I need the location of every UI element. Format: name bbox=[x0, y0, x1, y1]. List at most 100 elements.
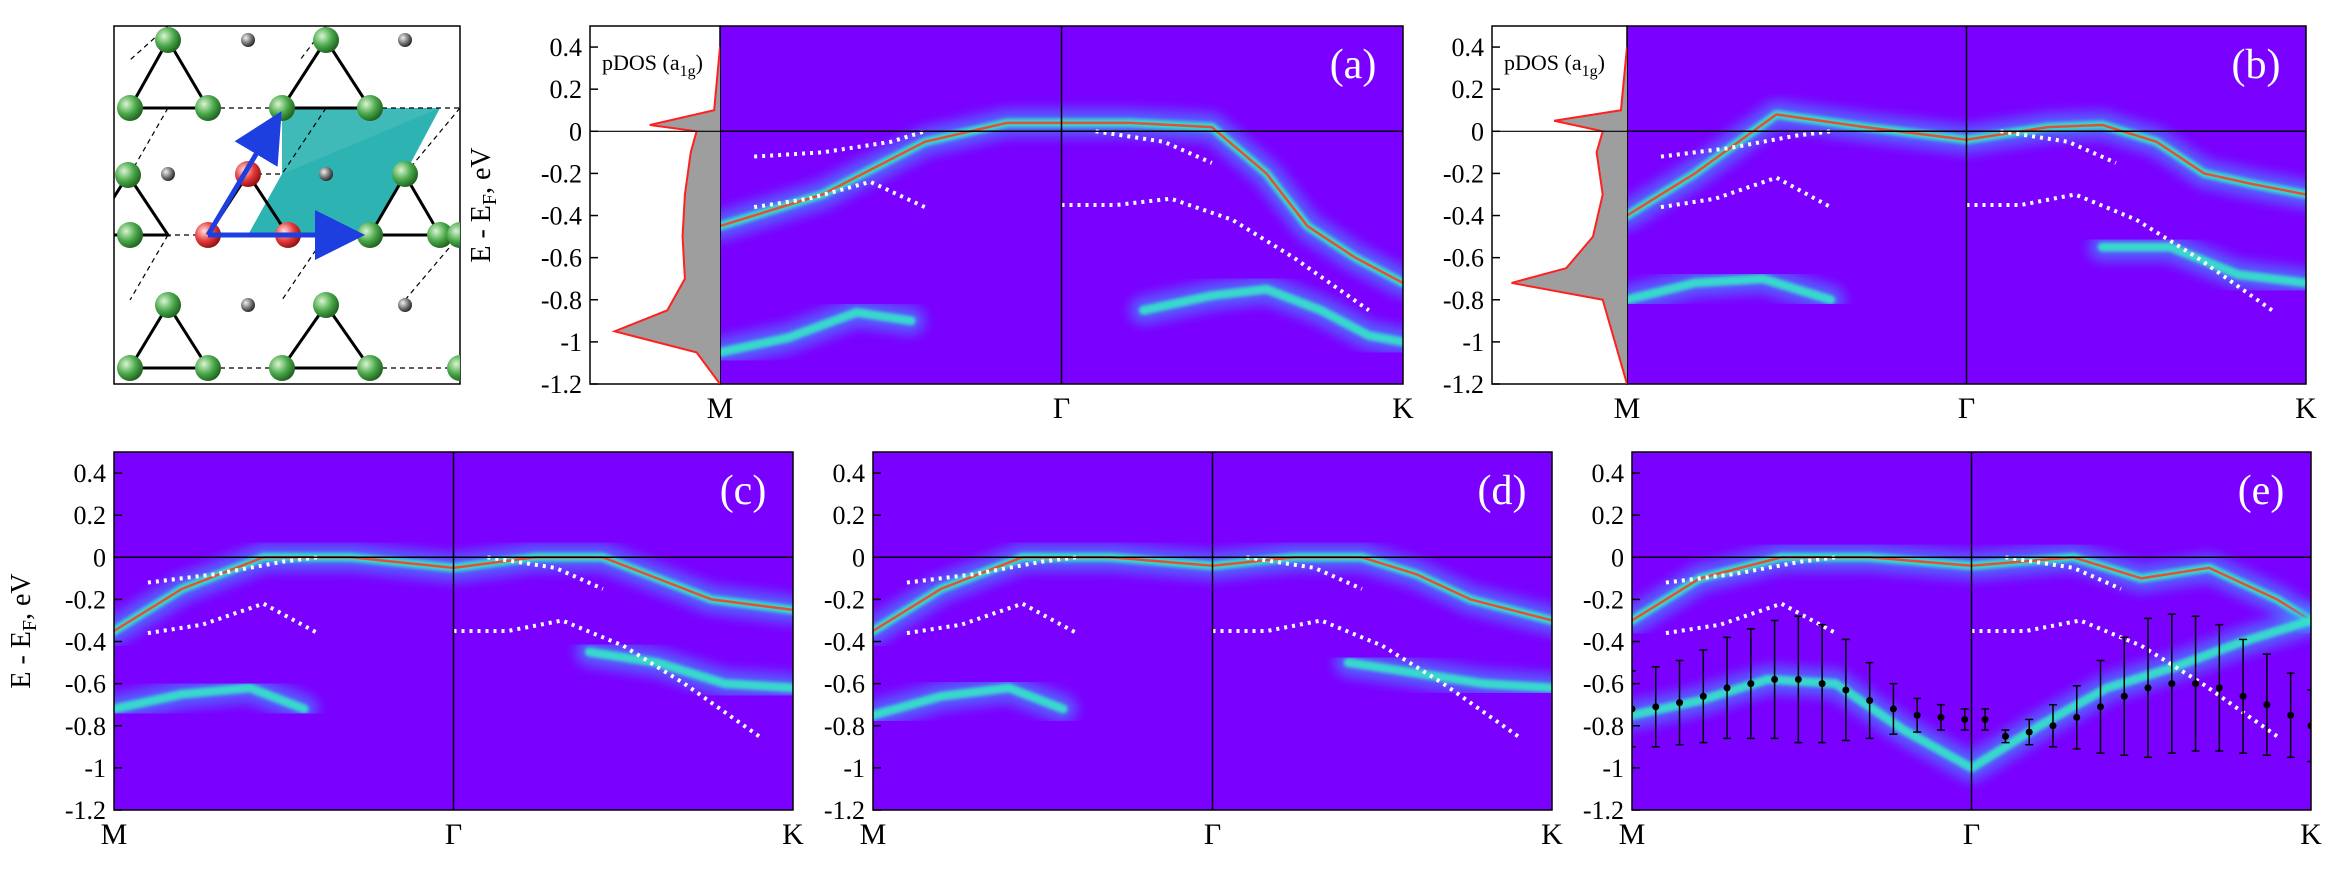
lattice-atom-green bbox=[269, 95, 295, 121]
error-point bbox=[2287, 711, 2295, 719]
error-point bbox=[1889, 705, 1897, 713]
y-tick-label: -0.4 bbox=[541, 202, 582, 231]
spectral-band bbox=[2097, 242, 2306, 288]
lattice-atom-gray bbox=[161, 167, 175, 181]
y-tick-label: 0.2 bbox=[833, 501, 866, 530]
band-panel-d: 0.4 0.2 0 -0.2 -0.4 -0.6 -0.8 -1 -1.2M Γ K (d) bbox=[824, 451, 1563, 851]
error-point bbox=[2049, 722, 2057, 730]
error-point bbox=[2168, 680, 2176, 688]
pdos-fill bbox=[614, 47, 720, 384]
y-tick-label: -0.2 bbox=[541, 159, 582, 188]
error-point bbox=[1818, 680, 1826, 688]
y-tick-label: 0.2 bbox=[74, 501, 107, 530]
spectral-band bbox=[584, 647, 793, 693]
error-point bbox=[2144, 684, 2152, 692]
error-point bbox=[2192, 680, 2200, 688]
spectral-band bbox=[873, 683, 1068, 720]
spectral-band bbox=[1343, 658, 1552, 693]
error-point bbox=[2073, 713, 2081, 721]
lattice-atom-gray bbox=[241, 33, 255, 47]
y-tick-label: -0.8 bbox=[1583, 712, 1624, 741]
band-panel-c: 0.4 0.2 0 -0.2 -0.4 -0.6 -0.8 -1 -1.2M Γ K (c) E - E… bbox=[6, 451, 804, 851]
y-tick-label: -1.2 bbox=[65, 796, 106, 825]
error-point bbox=[2097, 703, 2105, 711]
lattice-atom-green bbox=[357, 222, 383, 248]
y-tick-label: -1.2 bbox=[541, 370, 582, 399]
k-point-label: M bbox=[1619, 818, 1646, 851]
error-point bbox=[2307, 722, 2311, 730]
y-tick-label: -1 bbox=[560, 328, 582, 357]
k-point-label: Γ bbox=[1958, 392, 1975, 425]
error-point bbox=[2120, 692, 2128, 700]
y-tick-label: -0.6 bbox=[541, 244, 582, 273]
y-tick-label: -0.8 bbox=[824, 712, 865, 741]
lattice-atom-gray bbox=[319, 167, 333, 181]
y-tick-label: 0 bbox=[1471, 117, 1484, 146]
error-point bbox=[1632, 705, 1636, 713]
panel-label: (b) bbox=[2232, 42, 2281, 88]
k-point-label: M bbox=[1614, 392, 1641, 425]
y-tick-label: 0.4 bbox=[833, 459, 866, 488]
lattice-atom-green bbox=[115, 162, 141, 188]
y-tick-label: -0.4 bbox=[1443, 202, 1484, 231]
band-panel-a: pDOS (a1g) 0.4 0.2 0 -0.2 -0.4 -0.6 -0.8 -1 -1.2 M… bbox=[466, 25, 1414, 425]
lattice-atom-gray bbox=[241, 298, 255, 312]
panel-label: (e) bbox=[2238, 468, 2285, 514]
y-axis-label: E - EF, eV bbox=[6, 573, 41, 688]
panel-frame bbox=[113, 451, 794, 811]
band-panel-b: pDOS (a1g) 0.4 0.2 0 -0.2 -0.4 -0.6 -0.8 -1 -1.2 M… bbox=[1443, 25, 2317, 425]
error-point bbox=[2263, 701, 2271, 709]
y-tick-label: -1 bbox=[1602, 754, 1624, 783]
spectral-band bbox=[1627, 274, 1836, 305]
error-point bbox=[2001, 732, 2009, 740]
error-point bbox=[1913, 711, 1921, 719]
pdos-curve bbox=[1511, 46, 1627, 384]
lattice-atom-green bbox=[427, 222, 453, 248]
error-point bbox=[2025, 728, 2033, 736]
k-point-label: Γ bbox=[1963, 818, 1980, 851]
pdos-label: pDOS (a1g) bbox=[1504, 50, 1605, 80]
spectral-band bbox=[720, 307, 916, 357]
lattice-atom-green bbox=[117, 222, 143, 248]
panel-label: (d) bbox=[1478, 468, 1527, 514]
lattice-structure-inset bbox=[113, 25, 461, 385]
lattice-atom-green bbox=[313, 292, 339, 318]
y-tick-label: 0.4 bbox=[1592, 459, 1625, 488]
y-tick-label: -1.2 bbox=[824, 796, 865, 825]
y-tick-label: 0 bbox=[852, 543, 865, 572]
k-point-label: K bbox=[782, 818, 804, 851]
y-tick-label: 0.2 bbox=[550, 75, 583, 104]
panel-frame bbox=[1631, 451, 2312, 811]
y-tick-label: -0.2 bbox=[1443, 159, 1484, 188]
k-point-label: M bbox=[860, 818, 887, 851]
y-tick-label: -0.8 bbox=[1443, 286, 1484, 315]
spectral-band bbox=[114, 683, 309, 714]
lattice-atom-green bbox=[269, 355, 295, 381]
error-point bbox=[1652, 703, 1660, 711]
y-tick-label: -1 bbox=[84, 754, 106, 783]
panel-label: (c) bbox=[720, 468, 767, 514]
error-point bbox=[1794, 675, 1802, 683]
y-tick-label: -0.2 bbox=[1583, 585, 1624, 614]
y-tick-label: -0.6 bbox=[65, 670, 106, 699]
y-tick-label: 0.2 bbox=[1592, 501, 1625, 530]
dft-dotted-series bbox=[754, 129, 926, 159]
lattice-atom-green bbox=[313, 27, 339, 53]
k-point-label: K bbox=[2300, 818, 2322, 851]
lattice-atom-green bbox=[155, 292, 181, 318]
k-point-label: Γ bbox=[445, 818, 462, 851]
error-point bbox=[1771, 675, 1779, 683]
dft-dotted-series bbox=[147, 555, 318, 585]
y-tick-label: -1 bbox=[843, 754, 865, 783]
error-point bbox=[1842, 686, 1850, 694]
pdos-label: pDOS (a1g) bbox=[602, 50, 703, 80]
y-tick-label: -0.8 bbox=[65, 712, 106, 741]
lattice-atom-green bbox=[195, 95, 221, 121]
dft-dotted-series bbox=[906, 555, 1077, 585]
spectral-band-peak bbox=[720, 121, 1403, 285]
lattice-atom-green bbox=[447, 355, 460, 381]
pdos-curve bbox=[611, 46, 720, 384]
error-point bbox=[2239, 692, 2247, 700]
k-point-label: K bbox=[2295, 392, 2317, 425]
